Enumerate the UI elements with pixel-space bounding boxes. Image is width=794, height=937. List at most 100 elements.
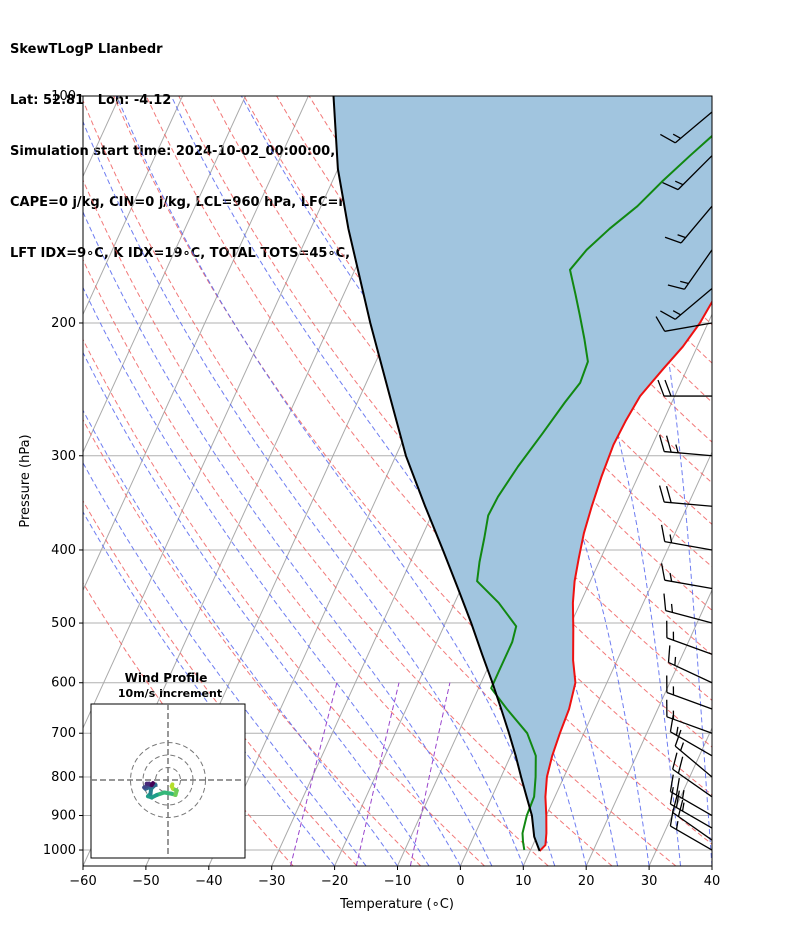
isotherm-line: [522, 451, 712, 866]
x-tick-label: −10: [384, 874, 411, 889]
wind-barb: [667, 249, 713, 290]
wind-barb-full: [672, 795, 678, 813]
hodograph-segment: [149, 781, 155, 787]
isotherm-line: [648, 726, 712, 866]
wind-barb-staff: [683, 249, 713, 290]
y-tick-label: 100: [51, 89, 76, 104]
wind-barb-half: [674, 180, 684, 186]
mixing-ratio-line: [409, 682, 451, 866]
wind-barb: [667, 645, 713, 684]
wind-barb-staff: [674, 745, 713, 778]
dry-adiabat: [699, 96, 712, 110]
dry-adiabat: [83, 338, 485, 866]
y-tick-label: 1000: [43, 843, 76, 858]
wind-barb-full: [665, 435, 672, 453]
wind-barb-half: [672, 310, 681, 316]
wind-barb-full: [669, 774, 674, 792]
wind-barb-half: [675, 444, 679, 453]
wind-barb: [660, 287, 713, 320]
isotherm-line: [585, 588, 712, 866]
wind-barb: [660, 524, 713, 551]
parcel-line: [332, 96, 541, 852]
dewpoint-line: [476, 134, 712, 851]
y-tick-label: 300: [51, 449, 76, 464]
wind-barb-half: [674, 656, 677, 666]
hodograph-title: Wind Profile: [125, 671, 208, 685]
wind-barb: [664, 205, 713, 244]
dry-adiabat: [733, 96, 794, 866]
hodograph-inset: Wind Profile 10m/s increment: [90, 671, 246, 859]
dry-adiabat: [765, 96, 794, 866]
wind-barb: [658, 485, 713, 507]
profile-series: [332, 96, 712, 852]
wind-barb-half: [679, 742, 685, 751]
wind-barb-staff: [672, 768, 713, 798]
wind-barb-staff: [677, 155, 713, 191]
wind-barb-full: [657, 379, 665, 397]
mixing-ratio-line: [290, 682, 338, 866]
wind-barb-full: [672, 752, 678, 770]
cin-shaded-area: [333, 96, 712, 851]
cape-cin-fill: [333, 96, 712, 851]
wind-barb-staff: [670, 731, 713, 757]
wind-barb-full: [667, 284, 685, 290]
wind-barb: [655, 316, 713, 332]
x-tick-label: 0: [456, 874, 464, 889]
y-tick-label: 800: [51, 770, 76, 785]
x-tick-label: −50: [132, 874, 159, 889]
wind-barb: [660, 111, 713, 144]
location-line: Lat: 52.81 Lon: -4.12: [10, 93, 172, 108]
wind-barb-staff: [670, 803, 713, 829]
x-tick-label: 30: [641, 874, 658, 889]
wind-barb: [669, 774, 713, 817]
y-tick-label: 200: [51, 316, 76, 331]
wind-barb-full: [669, 787, 674, 805]
wind-barb-staff: [664, 579, 713, 590]
wind-barb: [672, 795, 713, 841]
x-tick-label: −30: [258, 874, 285, 889]
wind-barb: [657, 379, 712, 397]
temperature-line: [538, 300, 712, 852]
wind-barb-staff: [666, 637, 713, 655]
x-axis-label: Temperature (∘C): [339, 897, 454, 912]
wind-barb: [666, 675, 713, 710]
isotherm-line: [83, 96, 183, 316]
wind-barb-full: [660, 524, 666, 542]
dry-adiabat: [83, 258, 549, 866]
wind-barb-staff: [666, 691, 713, 710]
wind-barb: [663, 593, 713, 624]
wind-barb-full: [674, 729, 682, 747]
wind-barb-full: [664, 236, 682, 244]
wind-barb-full: [660, 563, 666, 581]
wind-barb-full: [664, 379, 672, 397]
wind-barb: [674, 729, 713, 778]
wind-barb-full: [677, 799, 684, 817]
y-tick-label: 400: [51, 543, 76, 558]
wind-barb-staff: [664, 322, 713, 332]
wind-barb-staff: [665, 609, 713, 624]
wind-barb-full: [660, 310, 676, 320]
moist-adiabat: [83, 210, 493, 866]
mixing-ratio-lines: [290, 682, 451, 866]
wind-barb-full: [669, 714, 674, 732]
chart-title: SkewTLogP Llanbedr: [10, 42, 163, 57]
wind-barb-staff: [666, 716, 713, 734]
mixing-ratio-line: [355, 682, 400, 866]
dry-adiabat: [83, 582, 294, 866]
dry-adiabat: [83, 179, 613, 866]
x-tick-label: −60: [69, 874, 96, 889]
wind-barb: [658, 434, 713, 457]
wind-barb-half: [681, 802, 685, 812]
wind-barb-staff: [670, 825, 713, 851]
x-tick-label: −20: [321, 874, 348, 889]
moist-adiabat: [83, 461, 367, 866]
y-tick-label: 500: [51, 616, 76, 631]
isotherm-line: [83, 96, 309, 592]
wind-barb-staff: [670, 790, 713, 817]
wind-barb-half: [675, 820, 679, 830]
wind-barb-full: [675, 778, 680, 796]
y-tick-label: 700: [51, 726, 76, 741]
wind-barb-half: [680, 280, 689, 285]
dry-adiabat: [83, 418, 422, 866]
